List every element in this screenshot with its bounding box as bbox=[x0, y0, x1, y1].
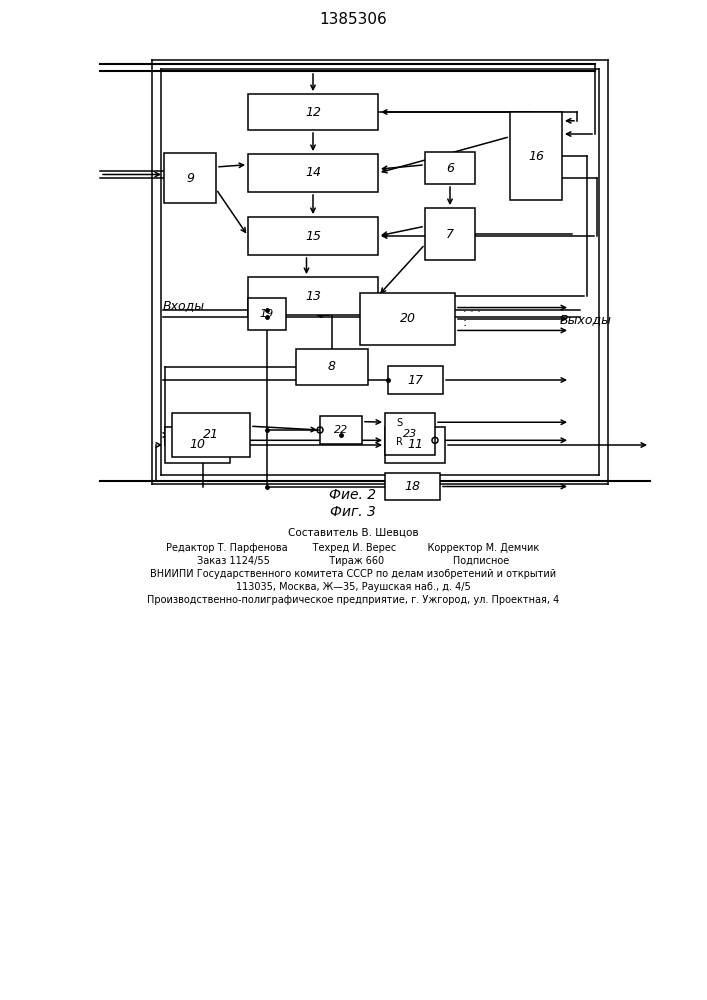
Text: 23: 23 bbox=[403, 429, 417, 439]
Text: 19: 19 bbox=[260, 309, 274, 319]
Text: 15: 15 bbox=[305, 230, 321, 242]
Text: 1385306: 1385306 bbox=[319, 12, 387, 27]
Bar bbox=[425, 152, 475, 184]
Text: 7: 7 bbox=[446, 228, 454, 240]
Bar bbox=[248, 277, 378, 315]
Text: 17: 17 bbox=[407, 373, 423, 386]
Bar bbox=[296, 349, 368, 385]
Text: 10: 10 bbox=[189, 438, 206, 452]
Text: 11: 11 bbox=[407, 438, 423, 452]
Bar bbox=[248, 217, 378, 255]
Bar bbox=[385, 427, 445, 463]
Text: 12: 12 bbox=[305, 105, 321, 118]
Text: 6: 6 bbox=[446, 161, 454, 174]
Bar bbox=[172, 413, 250, 457]
Text: Заказ 1124/55                   Тираж 660                      Подписное: Заказ 1124/55 Тираж 660 Подписное bbox=[197, 556, 509, 566]
Text: ВНИИПИ Государственного комитета СССР по делам изобретений и открытий: ВНИИПИ Государственного комитета СССР по… bbox=[150, 569, 556, 579]
Bar bbox=[248, 298, 286, 330]
Bar bbox=[360, 293, 455, 345]
Bar bbox=[248, 94, 378, 130]
Text: 9: 9 bbox=[186, 172, 194, 184]
Text: 14: 14 bbox=[305, 166, 321, 180]
Text: Выходы: Выходы bbox=[560, 314, 612, 326]
Text: 20: 20 bbox=[399, 312, 416, 326]
Bar bbox=[385, 473, 440, 500]
Bar bbox=[385, 413, 435, 455]
Text: Редактор Т. Парфенова        Техред И. Верес          Корректор М. Демчик: Редактор Т. Парфенова Техред И. Верес Ко… bbox=[166, 543, 539, 553]
Text: 8: 8 bbox=[328, 360, 336, 373]
Bar bbox=[320, 416, 362, 444]
Text: :: : bbox=[463, 316, 467, 330]
Text: · · ·: · · · bbox=[463, 307, 481, 317]
Text: 21: 21 bbox=[203, 428, 219, 442]
Text: Фиг. 3: Фиг. 3 bbox=[330, 505, 376, 519]
Text: 16: 16 bbox=[528, 149, 544, 162]
Bar bbox=[165, 427, 230, 463]
Bar bbox=[248, 154, 378, 192]
Bar bbox=[510, 112, 562, 200]
Bar bbox=[425, 208, 475, 260]
Text: R: R bbox=[395, 437, 402, 447]
Bar bbox=[164, 153, 216, 203]
Text: S: S bbox=[396, 418, 402, 428]
Text: Входы: Входы bbox=[163, 300, 205, 312]
Text: Производственно-полиграфическое предприятие, г. Ужгород, ул. Проектная, 4: Производственно-полиграфическое предприя… bbox=[147, 595, 559, 605]
Text: 18: 18 bbox=[404, 480, 421, 493]
Text: 113035, Москва, Ж—35, Раушская наб., д. 4/5: 113035, Москва, Ж—35, Раушская наб., д. … bbox=[235, 582, 470, 592]
Text: Составитель В. Шевцов: Составитель В. Шевцов bbox=[288, 528, 419, 538]
Text: Фие. 2: Фие. 2 bbox=[329, 488, 377, 502]
Text: 22: 22 bbox=[334, 425, 348, 435]
Bar bbox=[388, 366, 443, 394]
Text: 13: 13 bbox=[305, 290, 321, 302]
